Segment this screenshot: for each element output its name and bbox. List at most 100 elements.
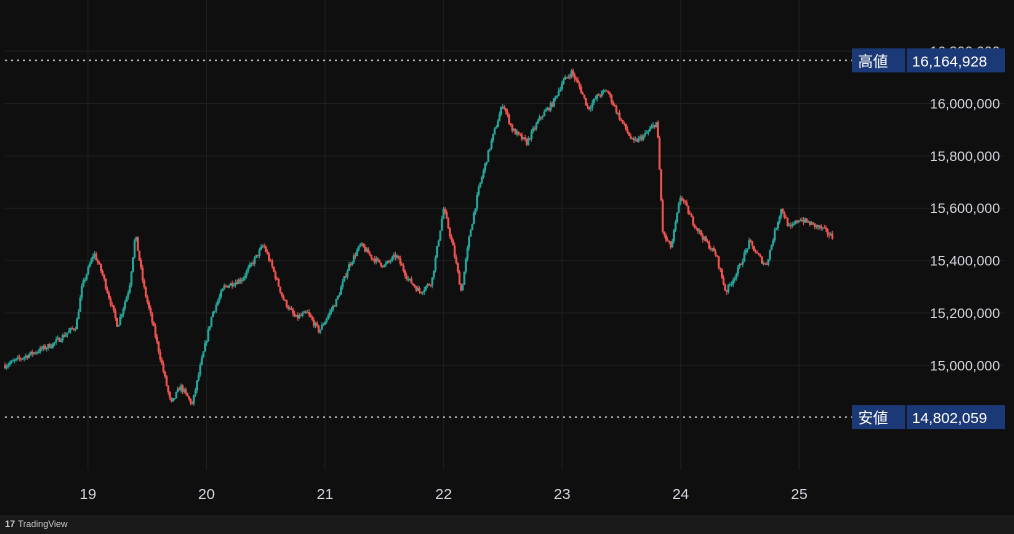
x-tick-label: 20 bbox=[198, 486, 215, 503]
candle-body bbox=[634, 139, 637, 141]
candle-body bbox=[292, 309, 295, 314]
candle-body bbox=[384, 263, 387, 265]
candle-body bbox=[813, 223, 816, 227]
candle-body bbox=[394, 254, 397, 258]
candle-body bbox=[80, 286, 83, 298]
candle-body bbox=[829, 233, 832, 236]
candle-body bbox=[21, 358, 24, 360]
candle-body bbox=[194, 390, 197, 395]
candle-body bbox=[714, 251, 717, 256]
candle-body bbox=[293, 313, 296, 317]
candle-body bbox=[397, 255, 400, 259]
candle-body bbox=[672, 230, 675, 242]
price-chart[interactable]: 15,000,000 15,200,000 15,400,000 15,600,000… bbox=[0, 0, 1014, 515]
tradingview-name: TradingView bbox=[18, 519, 68, 529]
candle-body bbox=[205, 341, 208, 344]
candle-body bbox=[450, 236, 453, 241]
candle-body bbox=[338, 294, 341, 297]
candle-body bbox=[376, 258, 379, 260]
candle-body bbox=[816, 225, 819, 228]
candle-body bbox=[407, 278, 410, 280]
candle-body bbox=[146, 296, 149, 303]
candle-body bbox=[447, 218, 450, 229]
x-tick-label: 21 bbox=[317, 486, 334, 503]
candle-body bbox=[439, 230, 442, 241]
candle-body bbox=[506, 111, 509, 115]
candle-body bbox=[69, 327, 72, 331]
candle-body bbox=[501, 106, 504, 108]
candle-body bbox=[15, 358, 18, 360]
candle-body bbox=[325, 318, 328, 322]
candle-body bbox=[528, 138, 531, 140]
tradingview-logo[interactable]: 17 TradingView bbox=[5, 518, 68, 530]
candle-body bbox=[453, 245, 456, 257]
candle-body bbox=[340, 287, 343, 295]
candle-body bbox=[584, 97, 587, 106]
candle-body bbox=[152, 322, 155, 327]
time-axis[interactable]: 19 20 21 22 23 24 25 bbox=[80, 486, 808, 503]
candle-body bbox=[165, 376, 168, 386]
candle-body bbox=[426, 284, 429, 287]
candle-body bbox=[76, 318, 79, 330]
candle-body bbox=[532, 128, 535, 132]
candle-body bbox=[386, 260, 389, 264]
candle-body bbox=[392, 254, 395, 257]
candle-body bbox=[311, 317, 314, 320]
candle-body bbox=[112, 305, 115, 311]
candle-body bbox=[628, 132, 631, 136]
candle-body bbox=[784, 217, 787, 219]
candle-body bbox=[272, 266, 275, 272]
candle-body bbox=[308, 312, 311, 315]
candle-body bbox=[741, 261, 744, 265]
candle-body bbox=[645, 132, 648, 134]
candle-body bbox=[208, 326, 211, 330]
candle-body bbox=[522, 137, 525, 140]
candle-body bbox=[330, 309, 333, 312]
candle-body bbox=[389, 260, 392, 262]
candle-body bbox=[93, 253, 96, 257]
candle-body bbox=[95, 253, 98, 261]
candle-body bbox=[799, 220, 802, 222]
candle-body bbox=[349, 264, 352, 266]
candle-body bbox=[520, 134, 523, 140]
candle-body bbox=[725, 290, 728, 292]
candle-body bbox=[552, 98, 555, 107]
candle-body bbox=[178, 388, 181, 391]
candle-body bbox=[695, 227, 698, 229]
candle-body bbox=[573, 74, 576, 79]
candle-body bbox=[664, 234, 667, 240]
candle-body bbox=[248, 264, 251, 268]
candle-body bbox=[600, 91, 603, 96]
candle-body bbox=[266, 251, 269, 254]
candle-body bbox=[157, 341, 160, 352]
candle-body bbox=[800, 220, 803, 222]
candle-body bbox=[343, 276, 346, 282]
candle-body bbox=[336, 296, 339, 300]
candle-body bbox=[317, 325, 320, 333]
candle-body bbox=[284, 300, 287, 302]
candle-body bbox=[562, 79, 565, 84]
candle-body bbox=[264, 246, 267, 252]
candle-body bbox=[692, 217, 695, 225]
candle-body bbox=[541, 116, 544, 118]
candle-body bbox=[735, 273, 738, 279]
candle-body bbox=[116, 317, 119, 327]
candle-body bbox=[106, 288, 109, 294]
candle-body bbox=[415, 286, 418, 291]
candle-body bbox=[7, 364, 10, 367]
candle-body bbox=[759, 254, 762, 257]
candle-body bbox=[320, 324, 323, 330]
candle-body bbox=[61, 335, 64, 341]
candle-body bbox=[344, 276, 347, 278]
candle-body bbox=[373, 258, 376, 263]
low-value: 14,802,059 bbox=[912, 410, 987, 427]
candle-body bbox=[298, 315, 301, 319]
x-tick-label: 19 bbox=[80, 486, 97, 503]
candle-body bbox=[677, 203, 680, 213]
candle-body bbox=[148, 302, 151, 308]
candle-body bbox=[476, 194, 479, 209]
candle-body bbox=[255, 254, 258, 258]
candle-body bbox=[751, 241, 754, 247]
candle-body bbox=[429, 284, 432, 286]
candle-body bbox=[671, 241, 674, 248]
